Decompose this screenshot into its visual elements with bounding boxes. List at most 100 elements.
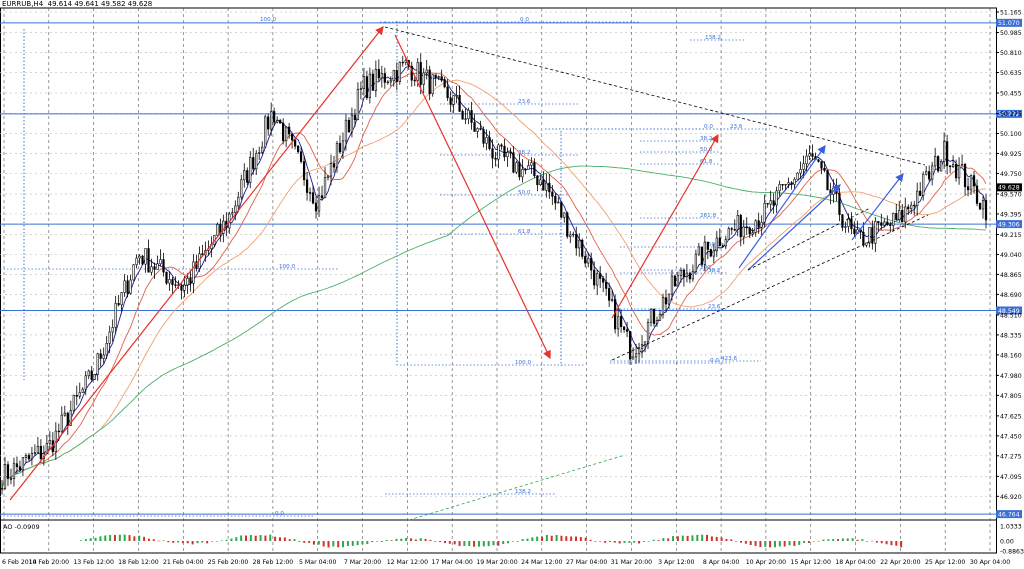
ao-bar: [337, 541, 340, 548]
ao-bar: [410, 538, 412, 541]
candle-bear: [314, 202, 318, 212]
candle-bear: [153, 266, 156, 270]
ao-bar: [895, 541, 898, 546]
ao-bar: [807, 541, 810, 543]
ao-bar: [507, 541, 510, 544]
chart-header: EURRUB,H4 49.614 49.641 49.582 49.628: [2, 0, 152, 8]
ma-fast-line: [1, 65, 987, 489]
candle-bear: [419, 62, 422, 85]
candle-bull: [910, 204, 913, 210]
ao-bar: [181, 541, 184, 544]
price-tick-label: 49.570: [1000, 191, 1022, 198]
time-tick-label: 15 Apr 12:00: [791, 559, 831, 566]
candle-bear: [446, 86, 449, 99]
candle-bull: [63, 412, 66, 416]
candle-bear: [533, 162, 536, 177]
candle-bear: [147, 248, 150, 273]
ao-bar: [143, 536, 146, 541]
candle-bear: [913, 204, 916, 207]
fib-label: 23.6: [708, 304, 721, 310]
candle-bull: [156, 263, 159, 270]
ao-bar: [361, 541, 364, 545]
candle-bear: [252, 157, 255, 170]
chart-frame: [0, 7, 997, 554]
candle-bear: [886, 221, 889, 226]
candle-bull: [676, 275, 680, 287]
ao-bar: [531, 537, 534, 541]
candle-bear: [500, 144, 503, 147]
ao-bar: [541, 536, 544, 541]
candle-bear: [581, 239, 584, 257]
ao-bar: [206, 541, 209, 544]
candle-bear: [551, 191, 554, 197]
fib-label: 138.2: [515, 489, 531, 495]
ao-bar: [492, 541, 495, 546]
candle-bull: [335, 143, 339, 168]
candle-bear: [584, 256, 587, 264]
candle-bull: [805, 155, 808, 165]
candle-bear: [365, 76, 369, 98]
candle-bull: [416, 62, 419, 81]
trend-arrow-red: [9, 26, 384, 501]
ao-bar: [288, 539, 291, 541]
candle-bull: [578, 239, 581, 249]
candle-bull: [431, 74, 434, 95]
ao-bar: [312, 541, 315, 545]
price-tick-label: 49.925: [1000, 151, 1022, 158]
ao-bar: [725, 539, 728, 541]
ao-bar: [817, 540, 820, 542]
candle-bear: [410, 65, 413, 81]
candle-bear: [482, 129, 485, 144]
candle-bull: [231, 212, 234, 215]
ao-bar: [453, 541, 456, 545]
candle-bull: [108, 331, 111, 344]
candle-bear: [593, 269, 596, 286]
ao-bar: [730, 539, 733, 541]
candle-bull: [344, 119, 348, 142]
ao-bar: [550, 535, 553, 541]
ao-bar: [342, 541, 345, 548]
candle-bear: [443, 79, 446, 88]
candle-bear: [605, 281, 608, 289]
candle-bear: [180, 285, 183, 291]
candle-bull: [87, 370, 90, 377]
ao-bar: [827, 539, 830, 541]
candle-bear: [279, 120, 282, 124]
candle-bull: [646, 322, 650, 343]
candle-bear: [338, 143, 342, 153]
fib-label: 61.8: [518, 229, 531, 235]
ao-bar: [657, 540, 660, 541]
candle-bear: [479, 128, 482, 130]
ao-bar: [356, 541, 359, 546]
price-tick-label: 51.165: [1000, 9, 1022, 16]
ao-bar: [211, 541, 214, 542]
ao-bar: [890, 541, 893, 546]
ao-bar: [555, 534, 558, 541]
grid: [0, 7, 997, 554]
candle-bull: [898, 209, 901, 220]
candle-bull: [452, 95, 455, 105]
ao-bar: [89, 538, 92, 541]
ao-bar: [633, 541, 636, 543]
candle-bear: [954, 163, 958, 179]
candle-bear: [895, 213, 898, 220]
candle-bull: [150, 266, 153, 273]
ao-bar: [269, 534, 272, 541]
ao-bar: [875, 541, 878, 543]
candle-bull: [48, 440, 51, 444]
ao-bar: [696, 534, 699, 541]
ao-bar: [162, 540, 165, 541]
time-tick-label: 5 Mar 04:00: [299, 559, 336, 566]
trend-lines[interactable]: [9, 26, 929, 521]
candle-bull: [129, 279, 132, 294]
candle-bull: [844, 226, 847, 228]
candle-bull: [422, 72, 425, 85]
candle-bear: [141, 255, 144, 265]
fib-label: 261.8: [700, 213, 716, 219]
candle-bull: [72, 395, 75, 411]
ao-bar: [754, 541, 757, 546]
ao-bar: [293, 539, 296, 541]
fib-label: 0.0: [710, 358, 719, 364]
ao-bar: [487, 541, 490, 547]
